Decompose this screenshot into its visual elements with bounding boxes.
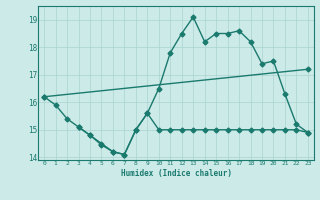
X-axis label: Humidex (Indice chaleur): Humidex (Indice chaleur)	[121, 169, 231, 178]
